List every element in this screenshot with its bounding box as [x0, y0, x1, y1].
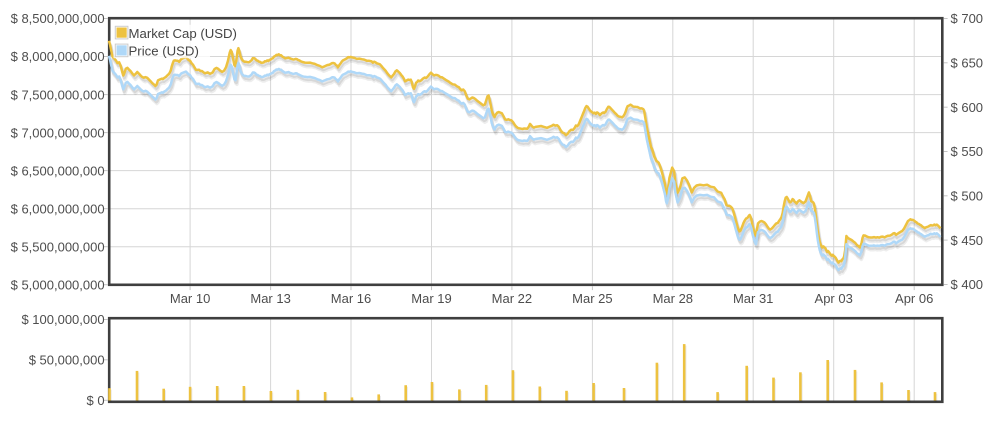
svg-text:$ 100,000,000: $ 100,000,000 [21, 312, 104, 327]
svg-text:$ 700: $ 700 [951, 11, 984, 26]
svg-text:Mar 16: Mar 16 [331, 291, 371, 306]
svg-text:Mar 25: Mar 25 [572, 291, 612, 306]
svg-text:$ 7,000,000,000: $ 7,000,000,000 [11, 125, 105, 140]
svg-text:$ 500: $ 500 [951, 189, 984, 204]
svg-text:Mar 22: Mar 22 [492, 291, 532, 306]
svg-text:$ 6,000,000,000: $ 6,000,000,000 [11, 201, 105, 216]
svg-text:Apr 03: Apr 03 [815, 291, 853, 306]
svg-text:$ 400: $ 400 [951, 277, 984, 292]
svg-text:$ 5,500,000,000: $ 5,500,000,000 [11, 239, 105, 254]
svg-text:Mar 31: Mar 31 [733, 291, 773, 306]
svg-text:$ 5,000,000,000: $ 5,000,000,000 [11, 277, 105, 292]
svg-text:$ 8,000,000,000: $ 8,000,000,000 [11, 49, 105, 64]
svg-text:Price (USD): Price (USD) [129, 44, 199, 59]
svg-text:Mar 13: Mar 13 [250, 291, 290, 306]
svg-text:$ 8,500,000,000: $ 8,500,000,000 [11, 11, 105, 26]
svg-text:Mar 10: Mar 10 [170, 291, 210, 306]
svg-text:Mar 28: Mar 28 [653, 291, 693, 306]
svg-text:$ 600: $ 600 [951, 100, 984, 115]
svg-text:Market Cap (USD): Market Cap (USD) [129, 26, 237, 41]
svg-text:Mar 19: Mar 19 [411, 291, 451, 306]
svg-text:$ 550: $ 550 [951, 144, 984, 159]
svg-text:$ 650: $ 650 [951, 56, 984, 71]
svg-text:$ 450: $ 450 [951, 233, 984, 248]
svg-text:$ 6,500,000,000: $ 6,500,000,000 [11, 163, 105, 178]
svg-text:Apr 06: Apr 06 [895, 291, 933, 306]
svg-text:$ 50,000,000: $ 50,000,000 [29, 353, 105, 368]
svg-text:$ 0: $ 0 [87, 393, 105, 408]
svg-text:$ 7,500,000,000: $ 7,500,000,000 [11, 87, 105, 102]
